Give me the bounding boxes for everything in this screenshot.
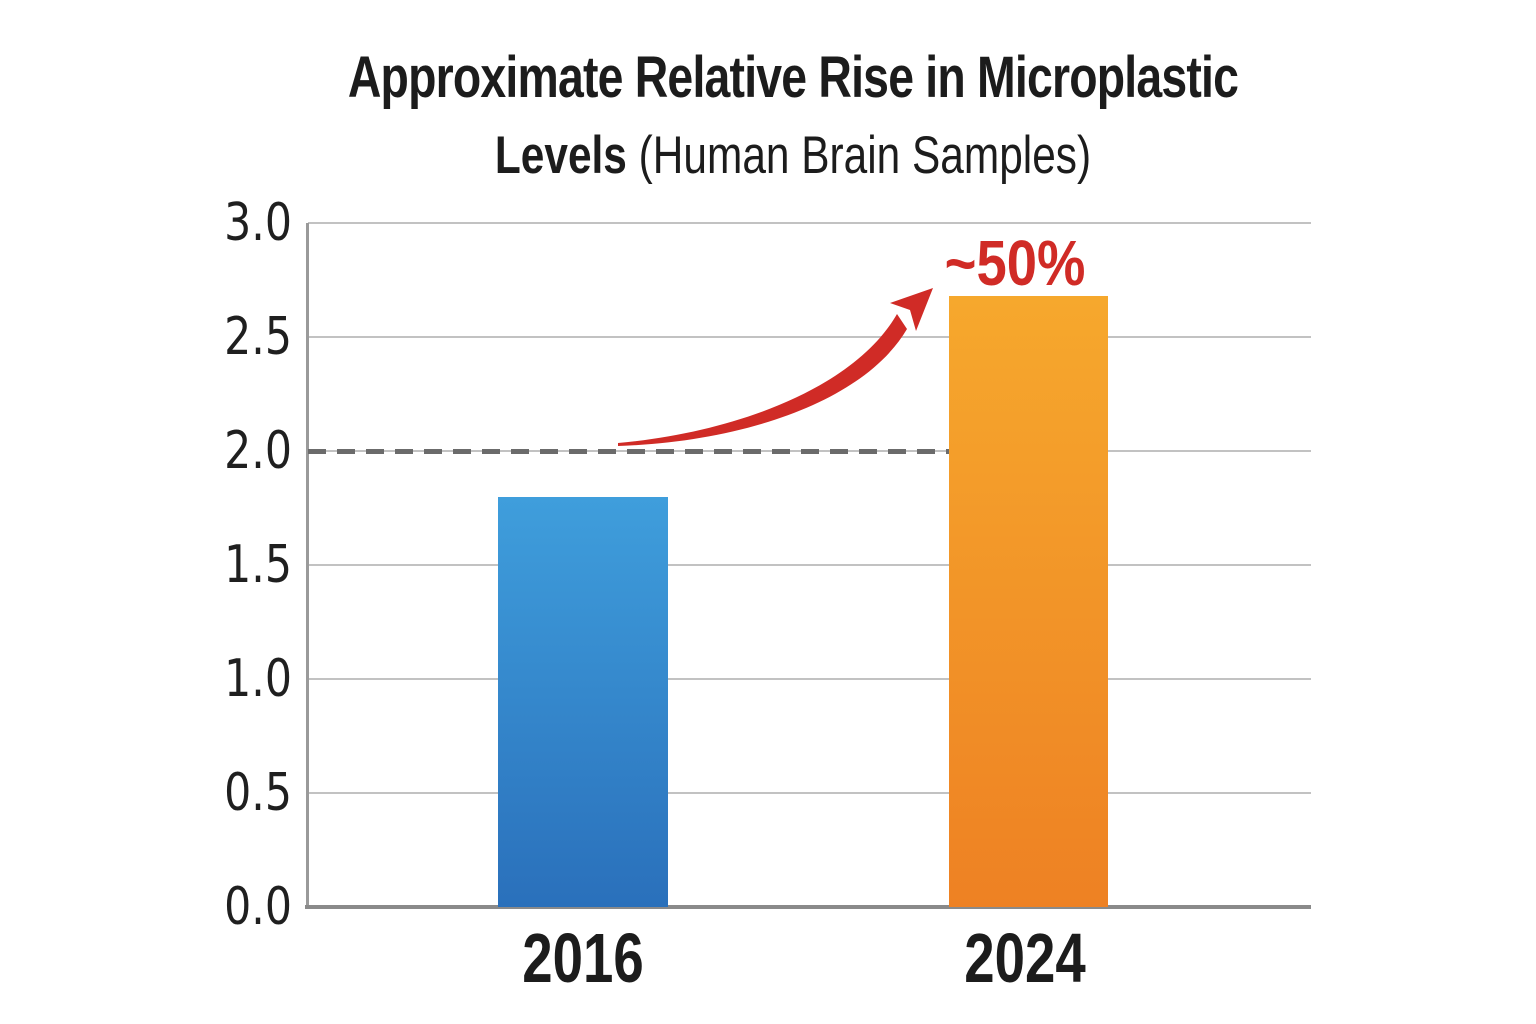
bar-2024 bbox=[949, 295, 1108, 907]
x-tick-label-2016: 2016 bbox=[522, 919, 644, 997]
gridline bbox=[308, 336, 1311, 338]
y-tick-label: 1.5 bbox=[224, 535, 292, 595]
chart-title-line2-rest: (Human Brain Samples) bbox=[626, 126, 1092, 185]
plot-area bbox=[305, 222, 1311, 909]
y-axis-line bbox=[306, 223, 309, 907]
y-tick-label: 0.5 bbox=[224, 763, 292, 823]
gridline bbox=[308, 564, 1311, 566]
y-tick-label: 0.0 bbox=[224, 877, 292, 937]
chart-title-line2-bold: Levels bbox=[494, 126, 627, 185]
chart-title: Approximate Relative Rise in Microplasti… bbox=[50, 44, 1536, 186]
x-axis-line bbox=[305, 905, 1311, 909]
y-tick-label: 1.0 bbox=[224, 649, 292, 709]
chart-title-line2: Levels (Human Brain Samples) bbox=[199, 125, 1388, 186]
y-tick-label: 3.0 bbox=[224, 193, 292, 253]
increase-annotation: ~50% bbox=[944, 227, 1086, 299]
gridline bbox=[308, 678, 1311, 680]
y-tick-label: 2.5 bbox=[224, 307, 292, 367]
gridline bbox=[308, 222, 1311, 224]
gridline bbox=[308, 792, 1311, 794]
chart-title-line1: Approximate Relative Rise in Microplasti… bbox=[347, 45, 1239, 110]
bar-2016 bbox=[498, 496, 668, 907]
reference-line-dashed bbox=[308, 449, 951, 454]
x-tick-label-2024: 2024 bbox=[964, 919, 1086, 997]
y-tick-label: 2.0 bbox=[224, 421, 292, 481]
